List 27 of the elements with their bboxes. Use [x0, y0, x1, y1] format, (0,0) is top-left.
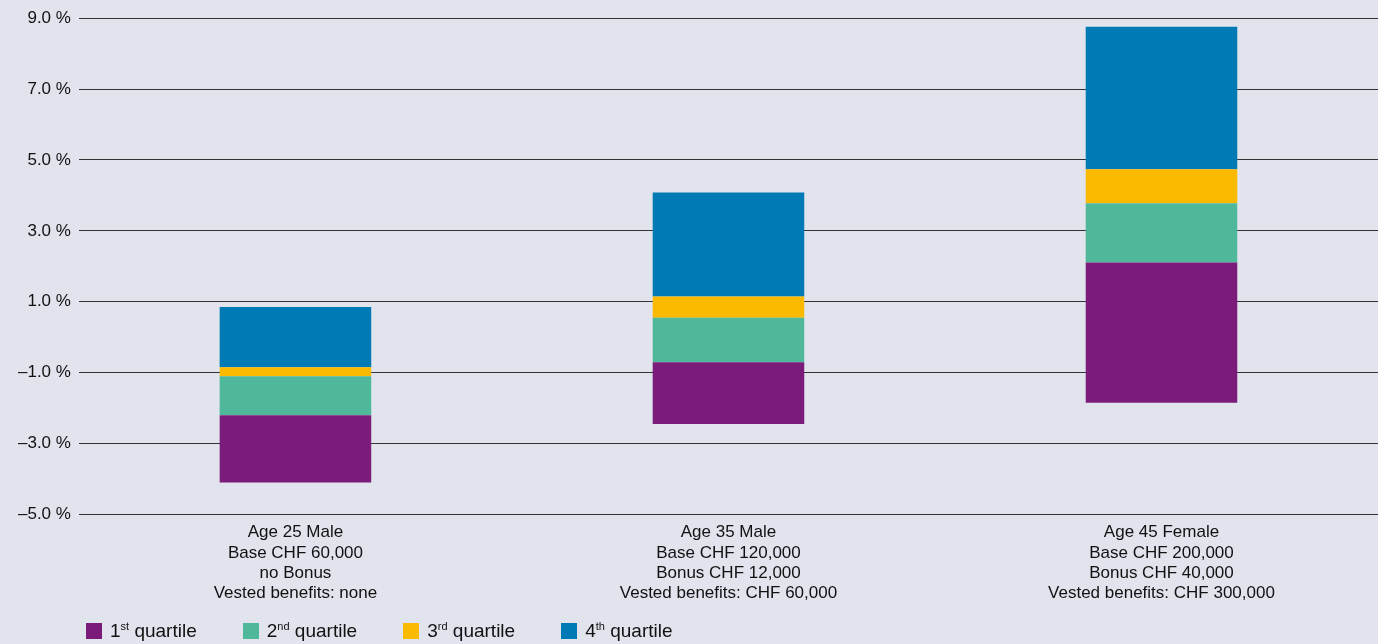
y-tick-label: –5.0 % [17, 504, 71, 524]
y-tick-label: –3.0 % [17, 433, 71, 453]
bar [652, 192, 805, 297]
x-tick-label: Age 35 Male Base CHF 120,000 Bonus CHF 12,000 Vested benefits: CHF 60,000 [619, 522, 838, 603]
bar [219, 415, 372, 483]
bar [219, 307, 372, 368]
legend-label: 1$^{st}$ quartile [110, 620, 197, 643]
y-tick-label: 1.0 % [27, 291, 71, 311]
legend-label: 3$^{rd}$ quartile [427, 620, 516, 643]
bar [652, 362, 805, 425]
bar [1085, 203, 1238, 263]
legend-label: 2$^{nd}$ quartile [266, 620, 358, 643]
bar [1085, 262, 1238, 403]
bar [219, 376, 372, 416]
bar [652, 296, 805, 318]
y-tick-label: 3.0 % [27, 220, 71, 240]
bar [1085, 26, 1238, 170]
x-tick-label: Age 25 Male Base CHF 60,000 no Bonus Vested benefits: none [213, 522, 378, 603]
y-tick-label: 7.0 % [27, 78, 71, 98]
x-tick-label: Age 45 Female Base CHF 200,000 Bonus CHF 40,000 Vested benefits: CHF 300,000 [1048, 522, 1275, 603]
bar [652, 317, 805, 363]
legend-label: 4$^{th}$ quartile [585, 620, 673, 643]
y-tick-label: 9.0 % [27, 7, 71, 27]
bar [1085, 169, 1238, 204]
bar [219, 367, 372, 377]
y-tick-label: –1.0 % [17, 362, 71, 382]
y-tick-label: 5.0 % [27, 149, 71, 169]
